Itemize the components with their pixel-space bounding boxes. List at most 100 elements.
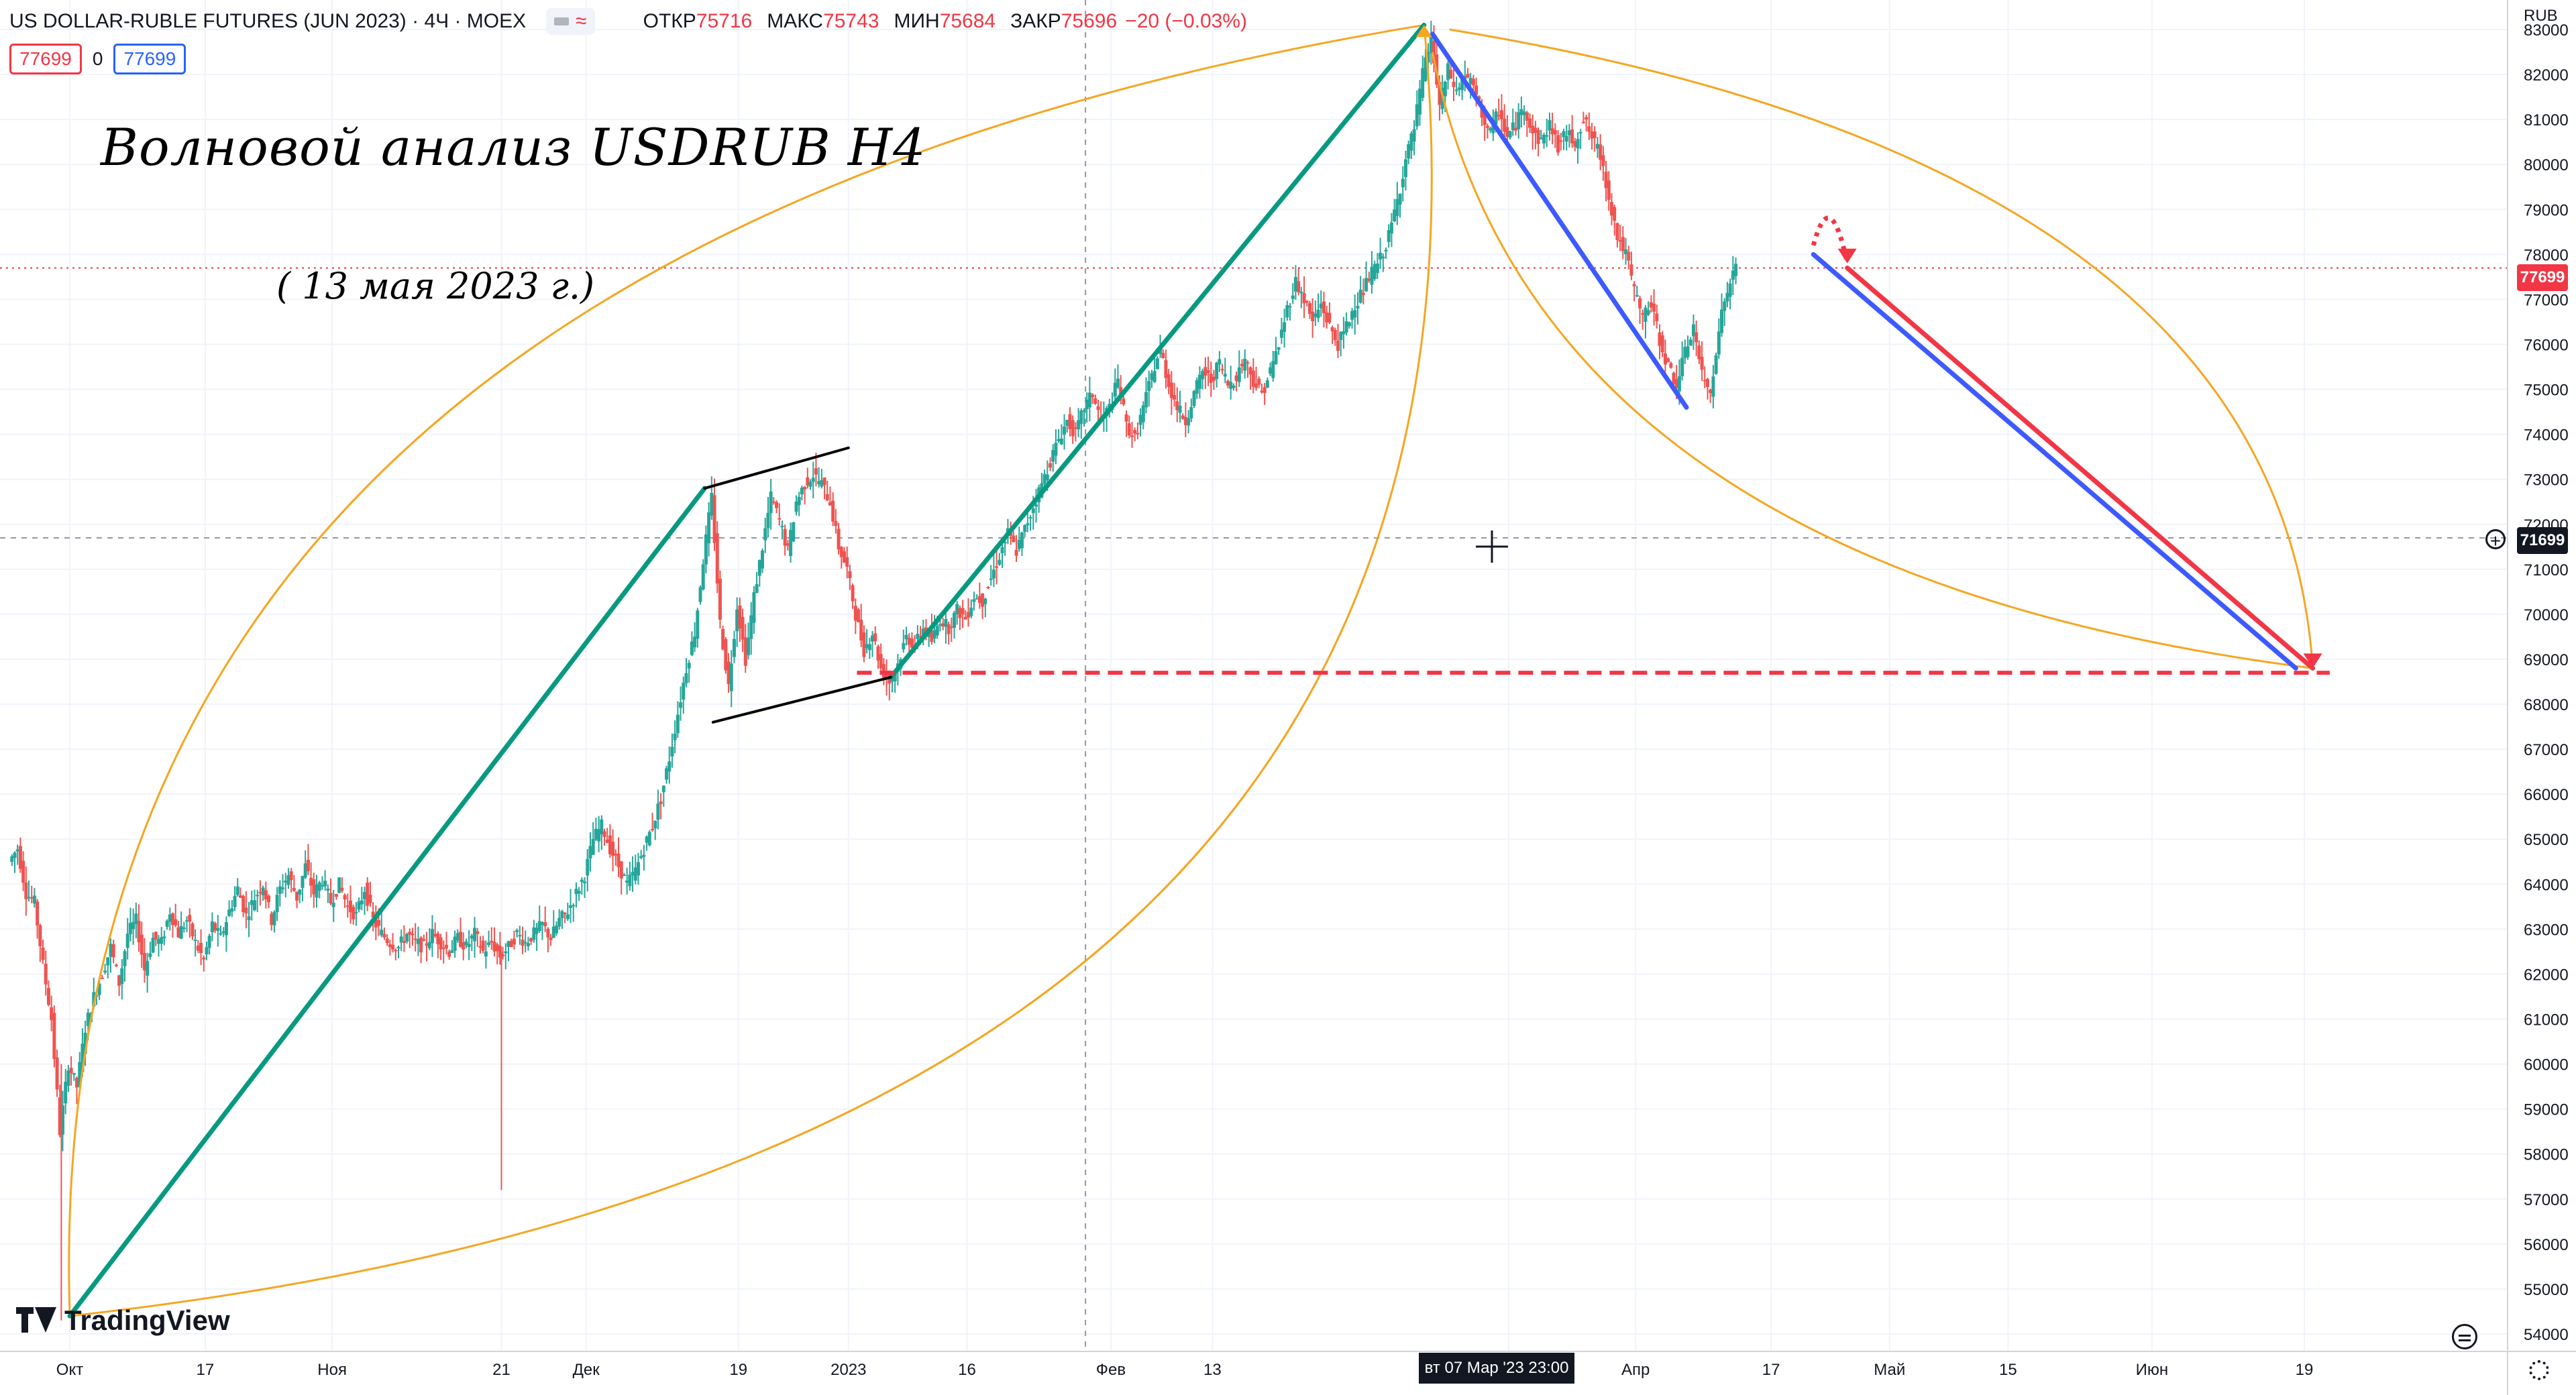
- candle-body: [1426, 52, 1430, 63]
- candle-body: [1519, 109, 1523, 115]
- candle-body: [199, 942, 203, 953]
- tradingview-brand-name: TradingView: [64, 1304, 230, 1336]
- candle-body: [1161, 353, 1165, 358]
- gear-icon[interactable]: [2529, 1360, 2549, 1380]
- candle-body: [394, 950, 398, 952]
- y-tick-label: 57000: [2524, 1191, 2569, 1209]
- candle-body: [185, 920, 189, 922]
- candle-body: [1189, 406, 1193, 418]
- eye-icon[interactable]: [554, 17, 570, 25]
- axis-currency-label[interactable]: RUB: [2524, 7, 2558, 25]
- candle-body: [602, 831, 606, 837]
- candle-body: [241, 896, 246, 912]
- candle-body: [1624, 249, 1628, 254]
- candle-body: [295, 891, 299, 901]
- candle-body: [1559, 140, 1563, 142]
- candle-body: [492, 942, 496, 952]
- candle-body: [329, 893, 333, 904]
- candle-body: [1269, 367, 1273, 374]
- high-value: 75743: [823, 10, 879, 32]
- impulse-wave-line: [888, 22, 1427, 680]
- candle-body: [1085, 399, 1089, 410]
- auto-scale-icon[interactable]: [2452, 1324, 2477, 1349]
- buy-price-box[interactable]: 77699: [113, 44, 186, 74]
- candle-body: [1031, 508, 1035, 513]
- candle-body: [1000, 547, 1004, 553]
- fib-arc: [69, 25, 1433, 1317]
- candle-body: [1438, 82, 1442, 105]
- candle-body: [727, 661, 731, 684]
- candle-body: [501, 954, 505, 957]
- candle-body: [1059, 438, 1063, 445]
- symbol-legend[interactable]: US DOLLAR-RUBLE FUTURES (JUN 2023) · 4Ч …: [9, 4, 1247, 39]
- add-alert-icon[interactable]: +: [2485, 529, 2506, 551]
- chart-annotation-title[interactable]: Волновой анализ USDRUB H4: [101, 117, 926, 177]
- candle-body: [515, 930, 519, 932]
- fib-arc: [1449, 28, 2314, 669]
- legend-controls[interactable]: ≈: [546, 8, 595, 35]
- x-tick-label: Фев: [1096, 1361, 1126, 1379]
- candle-body: [453, 936, 457, 951]
- candle-body: [953, 612, 957, 628]
- candle-body: [1203, 367, 1208, 376]
- y-tick-label: 67000: [2524, 741, 2569, 759]
- candle-body: [1432, 40, 1436, 64]
- tradingview-logo[interactable]: TradingView: [16, 1304, 230, 1337]
- candle-body: [761, 550, 765, 569]
- y-tick-label: 60000: [2524, 1056, 2569, 1074]
- candle-body: [546, 928, 550, 938]
- candle-body: [1026, 523, 1030, 526]
- candle-body: [991, 569, 996, 579]
- candle-body: [625, 880, 629, 883]
- candle-body: [64, 1081, 68, 1104]
- symbol-title[interactable]: US DOLLAR-RUBLE FUTURES (JUN 2023) · 4Ч …: [9, 10, 527, 32]
- approx-wave-icon[interactable]: ≈: [576, 10, 587, 32]
- candle-body: [352, 907, 356, 919]
- candle-body: [1709, 390, 1713, 394]
- sell-price-box[interactable]: 77699: [9, 44, 82, 74]
- candle-body: [1169, 382, 1173, 398]
- candle-body: [786, 543, 790, 546]
- candle-body: [1141, 405, 1145, 423]
- candle-body: [1063, 426, 1067, 435]
- candle-body: [1384, 249, 1388, 252]
- y-tick-label: 59000: [2524, 1101, 2569, 1119]
- candle-body: [1297, 281, 1301, 292]
- candle-body: [425, 943, 429, 946]
- candle-body: [224, 922, 228, 936]
- candle-body: [267, 895, 271, 903]
- y-tick-label: 78000: [2524, 246, 2569, 264]
- x-tick-label: 19: [729, 1361, 747, 1379]
- candle-body: [1567, 130, 1571, 135]
- candle-body: [789, 530, 793, 556]
- candle-body: [597, 829, 601, 842]
- candle-body: [743, 637, 747, 666]
- candle-body: [21, 860, 25, 883]
- candle-body: [673, 733, 677, 740]
- candle-body: [1215, 362, 1219, 380]
- y-tick-label: 76000: [2524, 336, 2569, 354]
- candle-body: [783, 528, 787, 546]
- candle-body: [1409, 133, 1413, 151]
- candle-body: [1534, 127, 1538, 133]
- crosshair-price-tag: 71699: [2517, 527, 2568, 554]
- candle-body: [371, 911, 375, 917]
- candle-body: [1517, 112, 1521, 129]
- candle-body: [385, 938, 389, 944]
- candle-body: [1590, 131, 1594, 139]
- peak-arrow-head: [1415, 25, 1432, 38]
- candle-body: [1468, 78, 1472, 85]
- candle-body: [18, 846, 22, 869]
- candle-body: [188, 915, 192, 922]
- x-tick-label: 21: [492, 1361, 511, 1379]
- candle-body: [825, 494, 829, 500]
- candle-body: [932, 630, 936, 639]
- candle-body: [1573, 141, 1577, 147]
- candle-body: [216, 928, 220, 931]
- chart-annotation-date[interactable]: ( 13 мая 2023 г.): [276, 265, 595, 307]
- candle-body: [1570, 129, 1574, 144]
- candle-body: [1116, 378, 1120, 388]
- candle-body: [1375, 264, 1379, 274]
- candle-body: [156, 939, 160, 944]
